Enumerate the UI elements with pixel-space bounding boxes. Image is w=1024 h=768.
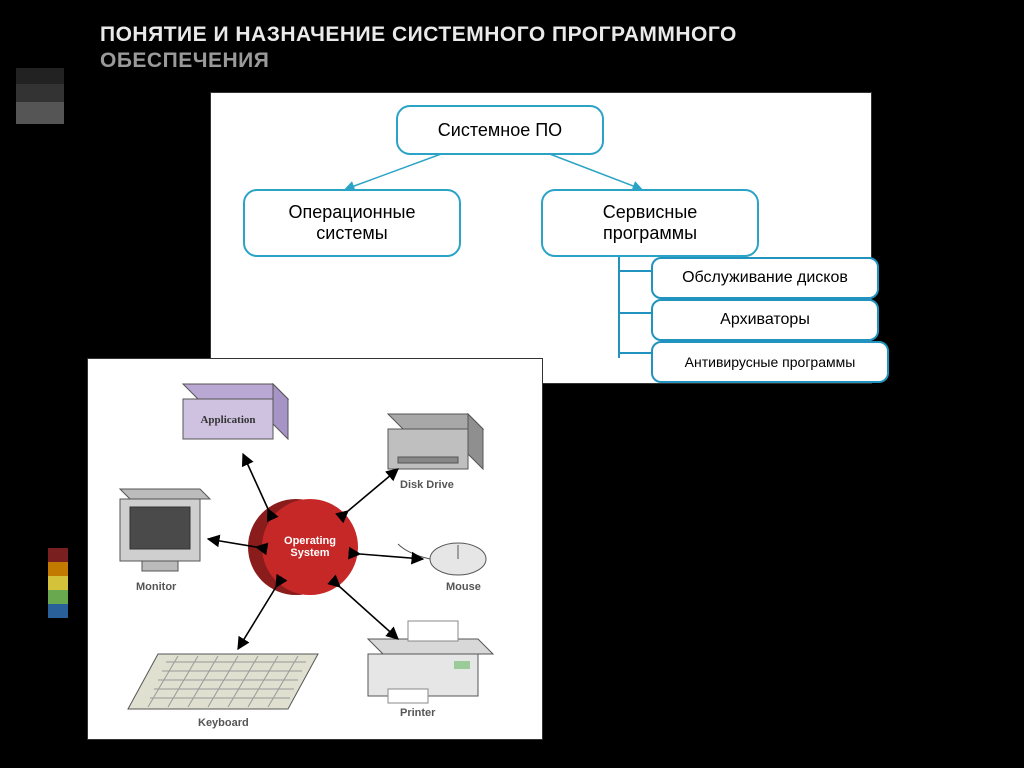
- keyboard-icon: [128, 654, 318, 709]
- title-line-1: ПОНЯТИЕ И НАЗНАЧЕНИЕ СИСТЕМНОГО ПРОГРАММ…: [100, 23, 737, 46]
- label-printer: Printer: [400, 707, 435, 719]
- slide-title: ПОНЯТИЕ И НАЗНАЧЕНИЕ СИСТЕМНОГО ПРОГРАММ…: [100, 22, 960, 75]
- node-service-label: Сервисные программы: [603, 202, 698, 243]
- label-keyboard: Keyboard: [198, 717, 249, 729]
- label-monitor: Monitor: [136, 581, 176, 593]
- node-os: Операционные системы: [243, 189, 461, 257]
- node-sub-3-label: Антивирусные программы: [685, 354, 856, 370]
- title-line-2: ОБЕСПЕЧЕНИЯ: [100, 49, 269, 72]
- printer-icon: [368, 621, 493, 703]
- node-root: Системное ПО: [396, 105, 604, 155]
- label-diskdrive: Disk Drive: [400, 479, 454, 491]
- monitor-icon: [120, 489, 210, 571]
- node-sub-1: Обслуживание дисков: [651, 257, 879, 299]
- hierarchy-panel: Системное ПО Операционные системы Сервис…: [210, 92, 872, 384]
- label-mouse: Mouse: [446, 581, 481, 593]
- node-os-label: Операционные системы: [289, 202, 416, 243]
- application-icon: Application: [183, 384, 288, 439]
- os-diagram-svg: Application: [88, 359, 542, 739]
- os-circle: [262, 499, 358, 595]
- svg-text:Application: Application: [200, 414, 255, 426]
- os-diagram-panel: Application: [87, 358, 543, 740]
- side-color-bars: [48, 548, 68, 618]
- slide: ПОНЯТИЕ И НАЗНАЧЕНИЕ СИСТЕМНОГО ПРОГРАММ…: [0, 0, 1024, 768]
- node-sub-2-label: Архиваторы: [720, 311, 810, 329]
- mouse-icon: [398, 543, 486, 575]
- node-sub-3: Антивирусные программы: [651, 341, 889, 383]
- node-root-label: Системное ПО: [438, 120, 562, 141]
- node-sub-1-label: Обслуживание дисков: [682, 269, 848, 287]
- accent-bars: [16, 68, 64, 124]
- node-service: Сервисные программы: [541, 189, 759, 257]
- node-sub-2: Архиваторы: [651, 299, 879, 341]
- diskdrive-icon: [388, 414, 483, 469]
